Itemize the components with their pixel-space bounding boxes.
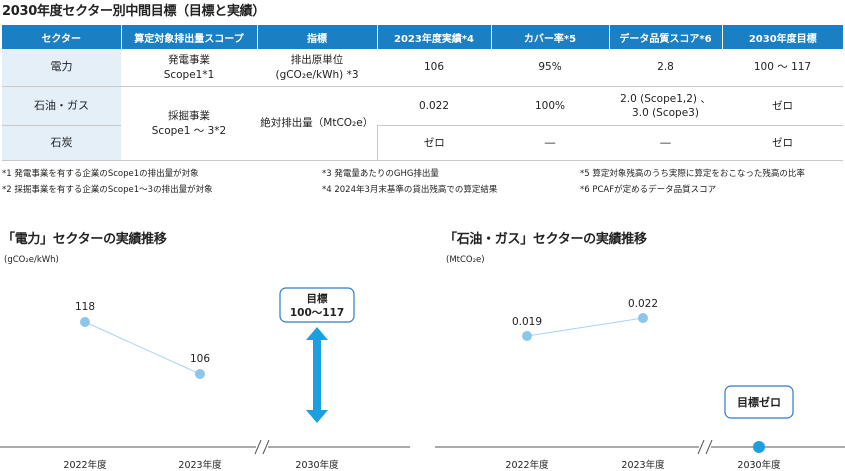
actual-cell: 0.022 [377, 86, 491, 126]
footnote: *3 発電量あたりのGHG排出量 [322, 169, 439, 179]
actual-cell: ゼロ [376, 125, 491, 161]
header-cell: カバー率*5 [491, 25, 610, 49]
quality-cell: 2.0 (Scope1,2) 、 3.0 (Scope3) [609, 86, 722, 126]
metric-cell: 絶対排出量（MtCO₂e） [257, 86, 377, 161]
metric-line: (gCO₂e/kWh) *3 [275, 68, 359, 81]
table-row: 石炭 ゼロ ― ― ゼロ [2, 125, 843, 161]
coverage-cell: ― [491, 125, 609, 161]
footnotes-col2: *3 発電量あたりのGHG排出量 *4 2024年3月末基準の貸出残高での算定結… [322, 166, 497, 198]
header-cell: セクター [2, 25, 122, 49]
footnote: *2 採掘事業を有する企業のScope1〜3の排出量が対象 [2, 185, 213, 195]
header-cell: データ品質スコア*6 [609, 25, 723, 49]
target-cell: 100 〜 117 [722, 49, 843, 87]
data-label: 0.022 [628, 298, 658, 310]
x-tick-label: 2022年度 [505, 459, 549, 471]
target-box [724, 385, 794, 419]
data-point [522, 331, 532, 341]
x-tick-label: 2023年度 [621, 459, 665, 471]
data-point [638, 313, 648, 323]
target-label: 目標ゼロ [737, 395, 781, 409]
quality-line: 2.0 (Scope1,2) 、 [620, 92, 711, 105]
target-box [279, 287, 355, 323]
targets-table: セクター 算定対象排出量スコープ 指標 2023年度実績*4 カバー率*5 デー… [2, 25, 843, 161]
footnote: *6 PCAFが定めるデータ品質スコア [580, 185, 717, 195]
x-tick-label: 2030年度 [737, 459, 781, 471]
sector-cell: 石炭 [2, 125, 121, 161]
quality-cell: ― [609, 125, 722, 161]
actual-cell: 106 [377, 49, 491, 87]
scope-cell: 採掘事業 Scope1 〜 3*2 [121, 86, 257, 161]
table-row: 電力 発電事業 Scope1*1 排出原単位 (gCO₂e/kWh) *3 106 … [2, 49, 843, 87]
header-cell: 算定対象排出量スコープ [121, 25, 258, 49]
header-cell: 2023年度実績*4 [377, 25, 492, 49]
table-row: 石油・ガス 採掘事業 Scope1 〜 3*2 絶対排出量（MtCO₂e） 0.0… [2, 86, 843, 161]
metric-line: 排出原単位 [290, 54, 344, 67]
sector-cell: 電力 [2, 49, 121, 87]
axis-break-mark [697, 439, 713, 455]
x-tick-label: 2022年度 [63, 459, 107, 471]
table-header-row: セクター 算定対象排出量スコープ 指標 2023年度実績*4 カバー率*5 デー… [2, 25, 843, 49]
target-point [753, 441, 765, 453]
coverage-cell: 95% [491, 49, 609, 87]
sector-cell: 石油・ガス [2, 86, 121, 126]
target-cell: ゼロ [722, 86, 843, 126]
data-label: 0.019 [512, 316, 542, 328]
footnote: *1 発電事業を有する企業のScope1の排出量が対象 [2, 169, 199, 179]
header-cell: 指標 [257, 25, 378, 49]
metric-cell: 排出原単位 (gCO₂e/kWh) *3 [257, 49, 377, 87]
axis-break-mark [254, 439, 270, 455]
target-range-label: 100〜117 [290, 307, 344, 319]
coverage-cell: 100% [491, 86, 609, 126]
oilgas-chart: 0.019 0.022 目標ゼロ 2022年度 2023年度 2030年度 [435, 298, 845, 471]
footnote: *5 算定対象残高のうち実際に算定をおこなった残高の比率 [580, 169, 805, 179]
x-tick-label: 2023年度 [178, 459, 222, 471]
scope-cell: 発電事業 Scope1*1 [121, 49, 257, 87]
scope-line: 発電事業 [168, 54, 210, 67]
chart-title-oilgas: 「石油・ガス」セクターの実績推移 [444, 232, 647, 247]
quality-line: 3.0 (Scope3) [632, 107, 699, 119]
data-point [195, 369, 205, 379]
data-point [80, 317, 90, 327]
power-chart: 118 106 目標 100〜117 2022年度 2023年度 2030年度 [0, 287, 410, 471]
series-line [526, 317, 644, 337]
data-label: 118 [75, 301, 95, 313]
data-label: 106 [190, 353, 210, 365]
header-cell: 2030年度目標 [722, 25, 843, 49]
footnotes-col1: *1 発電事業を有する企業のScope1の排出量が対象 *2 採掘事業を有する企… [2, 166, 213, 198]
quality-cell: 2.8 [609, 49, 722, 87]
scope-line: 採掘事業 [168, 110, 210, 123]
chart-unit-oilgas: (MtCO₂e) [446, 255, 485, 265]
chart-title-power: 「電力」セクターの実績推移 [2, 232, 167, 247]
target-range-arrow [306, 327, 328, 423]
target-cell: ゼロ [722, 125, 843, 161]
chart-unit-power: (gCO₂e/kWh) [4, 255, 59, 265]
target-label: 目標 [307, 292, 328, 305]
scope-line: Scope1 〜 3*2 [151, 124, 227, 137]
footnotes-col3: *5 算定対象残高のうち実際に算定をおこなった残高の比率 *6 PCAFが定める… [580, 166, 805, 198]
page-title: 2030年度セクター別中間目標（目標と実績） [2, 4, 266, 19]
scope-line: Scope1*1 [163, 68, 215, 81]
x-tick-label: 2030年度 [295, 459, 339, 471]
series-line [84, 321, 201, 375]
footnote: *4 2024年3月末基準の貸出残高での算定結果 [322, 185, 498, 195]
